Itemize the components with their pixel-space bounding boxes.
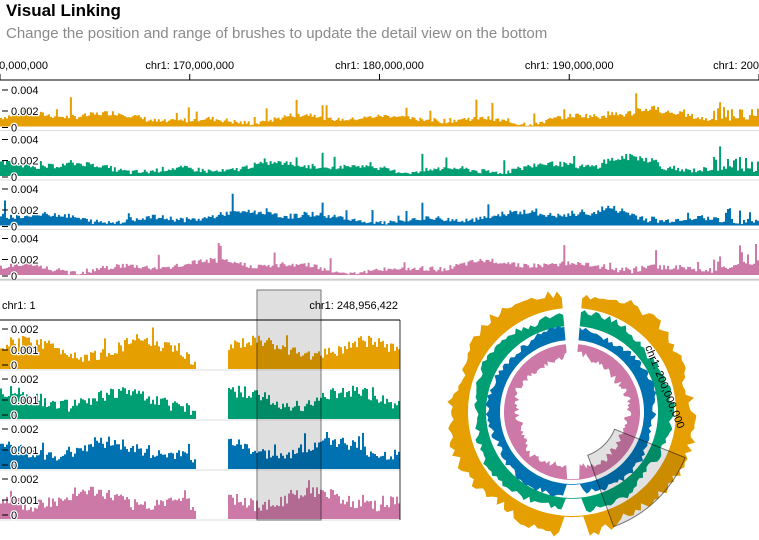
y-tick-label: 0: [11, 510, 17, 522]
overview-area: [0, 480, 400, 519]
overview-brush[interactable]: [256, 289, 322, 521]
y-tick-label: 0.002: [11, 424, 39, 436]
detail-track-4: 0.004 0.002 0: [0, 232, 759, 284]
y-tick-label: 0.002: [11, 324, 39, 336]
y-tick-label: 0.001: [11, 345, 39, 357]
y-tick-label: 0.002: [11, 374, 39, 386]
y-tick-label: 0: [11, 123, 17, 135]
overview-track-2: 0.002 0.001 0: [0, 373, 400, 423]
overview-area: [0, 327, 400, 369]
detail-area: [0, 93, 759, 127]
circular-view[interactable]: chr1: 200,000,000: [447, 291, 697, 537]
detail-view[interactable]: 0.0040.00200.0040.00200.0040.00200.0040.…: [0, 60, 759, 284]
detail-area: [0, 193, 759, 226]
y-tick-label: 0: [11, 460, 17, 472]
detail-track-3: 0.004 0.002 0: [0, 183, 759, 235]
y-tick-label: 0.002: [11, 156, 39, 168]
y-tick-label: 0: [11, 410, 17, 422]
overview-track-3: 0.002 0.001 0: [0, 423, 400, 473]
y-tick-label: 0: [11, 360, 17, 372]
y-tick-label: 0.004: [11, 85, 39, 97]
page-subtitle: Change the position and range of brushes…: [6, 25, 548, 42]
detail-track-2: 0.004 0.002 0: [0, 133, 759, 185]
y-tick-label: 0.002: [11, 255, 39, 267]
y-tick-label: 0.002: [11, 474, 39, 486]
y-tick-label: 0.004: [11, 135, 39, 147]
overview-track-1: 0.002 0.001 0: [0, 323, 400, 373]
y-tick-label: 0.002: [11, 106, 39, 118]
overview-end-label: chr1: 248,956,422: [309, 300, 398, 312]
y-tick-label: 0.001: [11, 495, 39, 507]
y-tick-label: 0.004: [11, 184, 39, 196]
y-tick-label: 0.004: [11, 234, 39, 246]
overview-area: [0, 385, 400, 419]
detail-area: [0, 243, 759, 275]
detail-x-tick-label: chr1: 200: [713, 60, 759, 72]
y-tick-label: 0: [11, 271, 17, 283]
detail-track-1: 0.004 0.002 0: [0, 84, 759, 136]
page-title: Visual Linking: [6, 1, 121, 20]
detail-x-axis: 0,000,000 chr1: 170,000,000 chr1: 180,000,…: [0, 60, 759, 81]
overview-track-4: 0.002 0.001 0: [0, 473, 400, 523]
y-tick-label: 0.001: [11, 445, 39, 457]
y-tick-label: 0: [11, 222, 17, 234]
detail-x-tick-label: chr1: 170,000,000: [145, 60, 234, 72]
detail-x-tick-label: chr1: 180,000,000: [335, 60, 424, 72]
overview-start-label: chr1: 1: [2, 300, 36, 312]
detail-area: [0, 146, 759, 176]
y-tick-label: 0.002: [11, 205, 39, 217]
detail-x-tick-label: 0,000,000: [0, 60, 48, 72]
circular-brush[interactable]: [587, 428, 686, 528]
detail-x-tick-label: chr1: 190,000,000: [525, 60, 614, 72]
overview-view[interactable]: chr1: 1 chr1: 248,956,422 0.0020.00100.0…: [0, 289, 401, 523]
y-tick-label: 0.001: [11, 395, 39, 407]
overview-area: [0, 432, 400, 469]
y-tick-label: 0: [11, 172, 17, 184]
